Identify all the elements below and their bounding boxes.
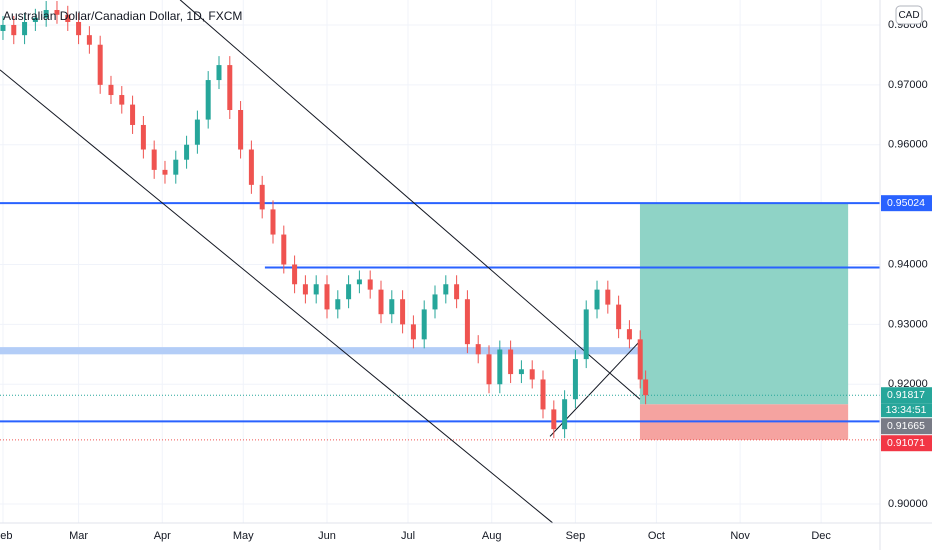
x-tick-label: Mar xyxy=(69,530,88,542)
x-tick-label: Jun xyxy=(318,530,336,542)
currency-badge[interactable] xyxy=(895,5,923,25)
candle-body xyxy=(130,104,136,125)
chart-title: Australian Dollar/Canadian Dollar, 1D, F… xyxy=(3,9,242,23)
candle-body xyxy=(432,294,438,310)
candle-body xyxy=(54,10,60,15)
candle-body xyxy=(108,84,114,96)
candle-body xyxy=(637,339,643,380)
candle-body xyxy=(508,349,514,375)
candle-body xyxy=(475,344,481,355)
candle-body xyxy=(0,24,6,31)
candle-body xyxy=(400,299,406,325)
candle-body xyxy=(238,110,244,150)
x-tick-label: Sep xyxy=(566,530,586,542)
y-tick-label: 0.97000 xyxy=(888,79,928,91)
candle-body xyxy=(378,289,384,315)
level-price-label-box xyxy=(881,195,932,212)
last-price-label-box xyxy=(881,387,932,404)
zone-band xyxy=(0,347,670,355)
stop-price-label: 0.91071 xyxy=(887,437,925,449)
candle-body xyxy=(540,379,546,410)
candle-body xyxy=(313,284,319,295)
candle-body xyxy=(421,309,427,340)
currency-label[interactable]: CAD xyxy=(898,10,919,21)
candle-body xyxy=(302,284,308,295)
candle-body xyxy=(97,44,103,85)
candle-body xyxy=(464,299,470,345)
x-tick-label: Feb xyxy=(0,530,12,542)
candle-body xyxy=(292,264,298,285)
countdown-label: 13:34:51 xyxy=(886,404,927,416)
countdown-label-box xyxy=(881,403,932,418)
candle-body xyxy=(43,10,49,18)
candle-body xyxy=(205,80,211,120)
candle-body xyxy=(248,149,254,185)
candle-body xyxy=(281,234,287,265)
candle-body xyxy=(529,369,535,380)
candle-body xyxy=(335,299,341,310)
x-tick-label: Aug xyxy=(482,530,502,542)
level-price-label: 0.95024 xyxy=(887,197,925,209)
trend-line xyxy=(0,69,554,524)
candle-body xyxy=(194,119,200,145)
x-tick-label: Jul xyxy=(401,530,415,542)
candle-body xyxy=(486,354,492,385)
last-price-label: 0.91817 xyxy=(887,389,925,401)
candle-body xyxy=(643,379,649,396)
candle-body xyxy=(572,359,578,400)
candle-body xyxy=(518,369,524,375)
candle-body xyxy=(140,124,146,150)
candle-body xyxy=(65,14,71,22)
x-tick-label: Dec xyxy=(811,530,831,542)
candle-body xyxy=(551,409,557,430)
candle-body xyxy=(173,159,179,175)
candle-body xyxy=(32,17,38,22)
candle-body xyxy=(86,35,92,45)
candle-body xyxy=(162,169,168,175)
candle-body xyxy=(583,309,589,360)
candle-body xyxy=(151,149,157,170)
x-tick-label: Nov xyxy=(730,530,750,542)
candle-body xyxy=(454,284,460,300)
y-tick-label: 0.94000 xyxy=(888,258,928,270)
candle-body xyxy=(443,284,449,295)
profit-zone xyxy=(639,203,849,405)
x-tick-label: Oct xyxy=(648,530,665,542)
candle-body xyxy=(356,279,362,285)
candle-body xyxy=(616,304,622,330)
candle-body xyxy=(410,324,416,340)
candle-body xyxy=(119,95,125,105)
entry-price-label-box xyxy=(881,418,932,435)
candle-body xyxy=(22,21,28,36)
candle-body xyxy=(259,184,265,210)
y-tick-label: 0.92000 xyxy=(888,378,928,390)
x-tick-label: Apr xyxy=(154,530,171,542)
candle-body xyxy=(11,24,17,36)
candle-body xyxy=(324,284,330,310)
candle-body xyxy=(216,65,222,81)
x-tick-label: May xyxy=(233,530,254,542)
candle-body xyxy=(346,284,352,300)
candle-body xyxy=(270,209,276,235)
candle-body xyxy=(562,399,568,430)
y-tick-label: 0.96000 xyxy=(888,139,928,151)
stop-price-label-box xyxy=(881,435,932,452)
candle-body xyxy=(497,349,503,385)
y-tick-label: 0.93000 xyxy=(888,318,928,330)
candle-body xyxy=(594,289,600,310)
candle-body xyxy=(367,279,373,290)
candle-body xyxy=(626,329,632,340)
candle-body xyxy=(227,65,233,111)
candle-body xyxy=(389,299,395,315)
candle-body xyxy=(76,21,82,36)
trend-line xyxy=(179,0,641,400)
y-tick-label: 0.90000 xyxy=(888,498,928,510)
candle-body xyxy=(184,144,190,160)
candle-body xyxy=(605,289,611,305)
entry-price-label: 0.91665 xyxy=(887,420,925,432)
